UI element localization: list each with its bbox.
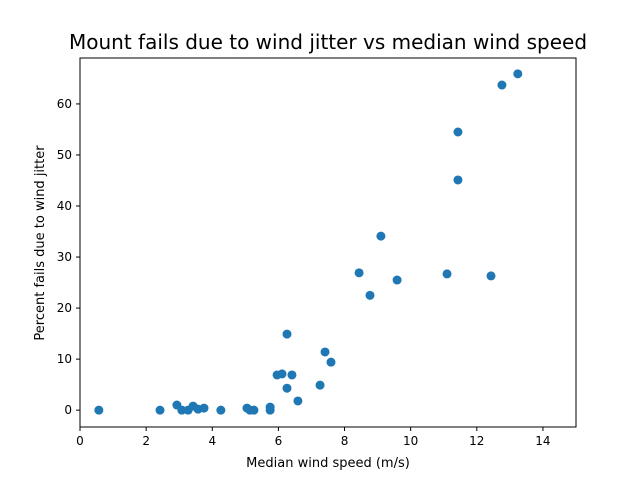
y-tick-label: 10 bbox=[57, 352, 72, 366]
y-tick-label: 40 bbox=[57, 199, 72, 213]
data-point bbox=[513, 69, 523, 79]
x-tick-label: 14 bbox=[535, 434, 550, 448]
x-tick-label: 0 bbox=[76, 434, 84, 448]
chart-title: Mount fails due to wind jitter vs median… bbox=[69, 30, 587, 54]
data-point bbox=[315, 380, 325, 390]
data-point bbox=[216, 405, 226, 415]
data-point bbox=[365, 290, 375, 300]
data-point bbox=[497, 80, 507, 90]
data-point bbox=[177, 405, 187, 415]
data-point bbox=[354, 268, 364, 278]
x-tick-label: 2 bbox=[142, 434, 150, 448]
y-tick-label: 20 bbox=[57, 301, 72, 315]
data-point bbox=[199, 403, 209, 413]
data-point bbox=[282, 383, 292, 393]
y-axis-label: Percent fails due to wind jitter bbox=[33, 145, 48, 341]
data-point bbox=[277, 369, 287, 379]
y-tick-label: 60 bbox=[57, 97, 72, 111]
x-tick-label: 6 bbox=[275, 434, 283, 448]
data-point bbox=[453, 175, 463, 185]
data-point bbox=[442, 269, 452, 279]
data-point bbox=[320, 347, 330, 357]
y-tick-label: 50 bbox=[57, 148, 72, 162]
y-tick-label: 0 bbox=[64, 403, 72, 417]
data-point bbox=[282, 329, 292, 339]
data-point bbox=[392, 275, 402, 285]
x-tick-label: 4 bbox=[208, 434, 216, 448]
data-point bbox=[94, 405, 104, 415]
data-point bbox=[155, 405, 165, 415]
data-point bbox=[486, 271, 496, 281]
data-point bbox=[453, 127, 463, 137]
data-point bbox=[287, 370, 297, 380]
x-tick-label: 12 bbox=[469, 434, 484, 448]
x-axis-label: Median wind speed (m/s) bbox=[246, 456, 410, 471]
plot-frame bbox=[79, 57, 577, 428]
data-point bbox=[265, 405, 275, 415]
y-tick-label: 30 bbox=[57, 250, 72, 264]
data-point bbox=[293, 396, 303, 406]
x-tick-label: 10 bbox=[403, 434, 418, 448]
data-point bbox=[376, 231, 386, 241]
data-point bbox=[326, 357, 336, 367]
data-point bbox=[249, 405, 259, 415]
x-tick-label: 8 bbox=[341, 434, 349, 448]
